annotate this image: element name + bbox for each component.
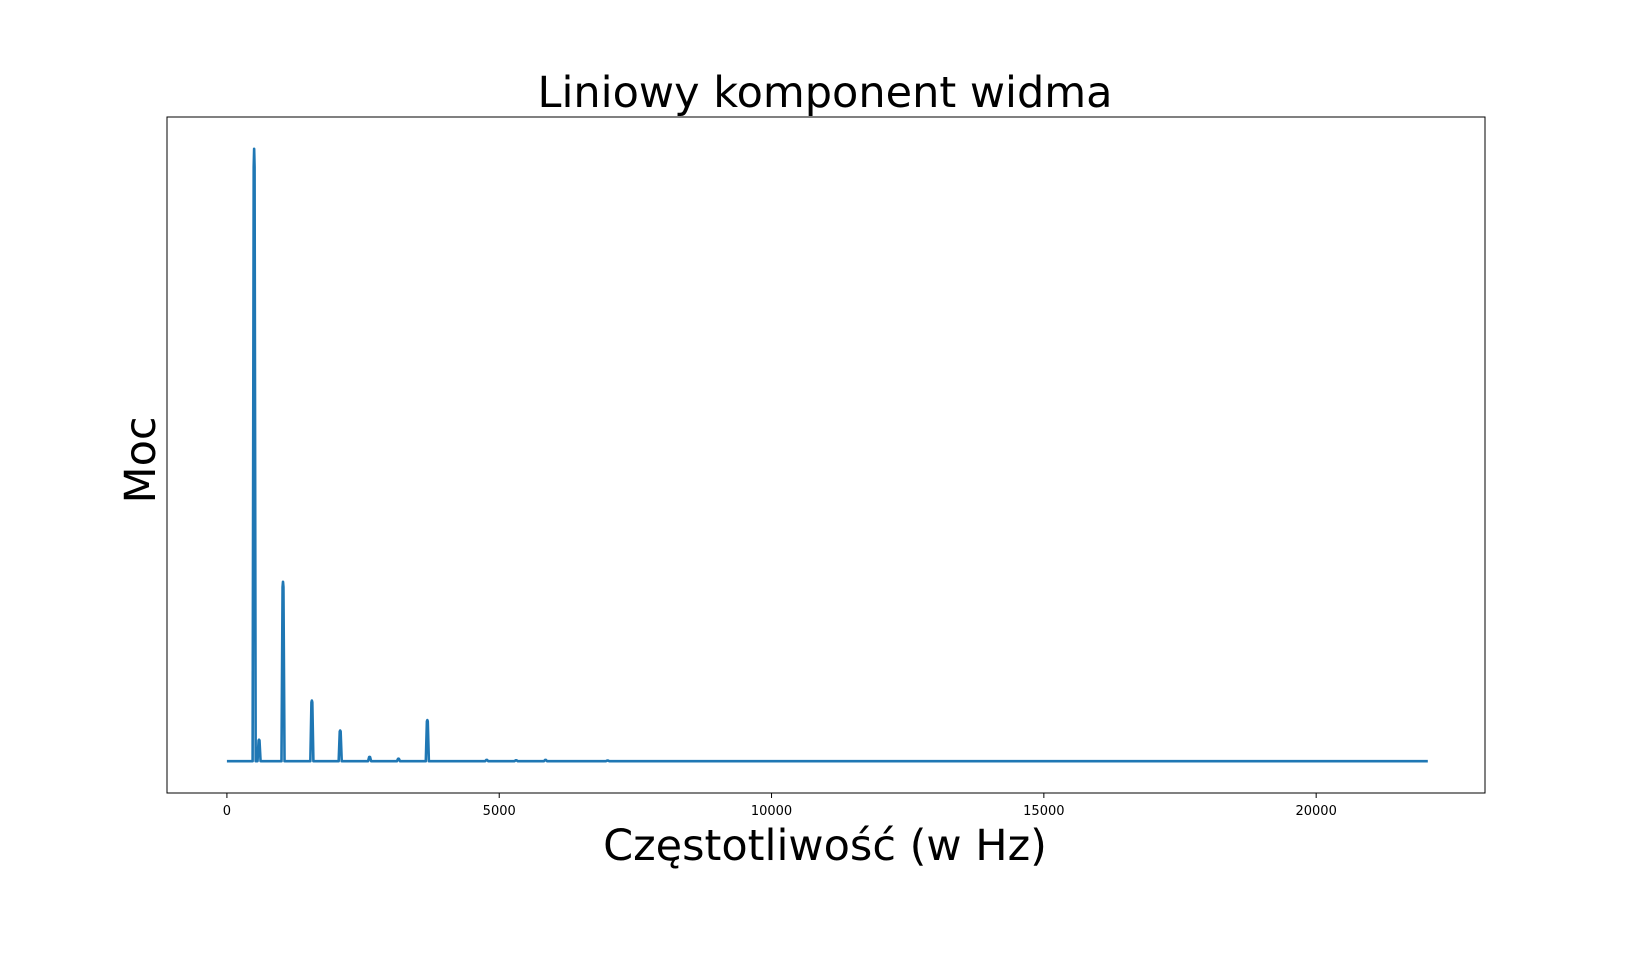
x-axis-label: Częstotliwość (w Hz) <box>603 821 1047 871</box>
x-tick-label: 20000 <box>1295 804 1336 819</box>
series-layer <box>226 147 1428 763</box>
y-axis-label: Moc <box>116 416 166 503</box>
x-tick-label: 15000 <box>1023 804 1064 819</box>
x-tick-label: 0 <box>223 804 231 819</box>
plot-frame <box>166 116 1486 794</box>
x-tick-label: 5000 <box>483 804 516 819</box>
chart-title: Liniowy komponent widma <box>538 68 1113 118</box>
x-axis-ticks: 0 5000 10000 15000 20000 <box>223 793 1337 819</box>
spectrum-line <box>226 147 1428 763</box>
plot-area <box>166 116 1486 794</box>
x-tick-label: 10000 <box>751 804 792 819</box>
plot-background <box>167 117 1485 793</box>
